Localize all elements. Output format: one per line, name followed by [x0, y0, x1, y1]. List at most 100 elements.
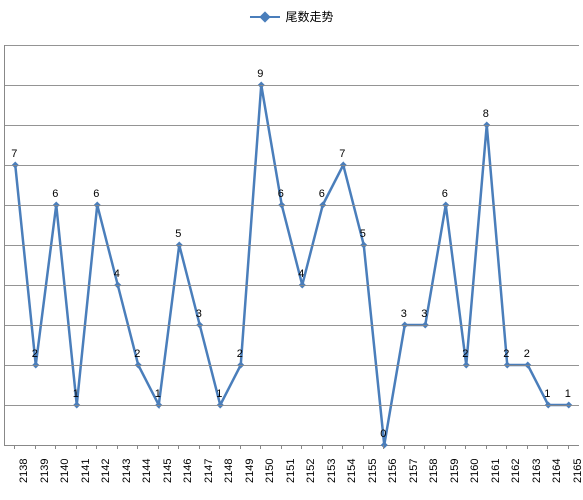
x-tick-label: 2154: [346, 459, 358, 483]
data-label: 1: [155, 388, 161, 400]
x-tick-mark: [445, 445, 446, 449]
x-tick-mark: [506, 445, 507, 449]
x-tick-mark: [240, 445, 241, 449]
x-tick-label: 2146: [182, 459, 194, 483]
data-label: 2: [503, 348, 509, 360]
x-tick-label: 2157: [408, 459, 420, 483]
x-tick-mark: [219, 445, 220, 449]
x-tick-mark: [137, 445, 138, 449]
x-tick-mark: [322, 445, 323, 449]
x-tick-mark: [117, 445, 118, 449]
x-tick-label: 2138: [18, 459, 30, 483]
data-label: 6: [52, 188, 58, 200]
gridline: [5, 165, 579, 166]
x-tick-label: 2153: [326, 459, 338, 483]
x-tick-mark: [178, 445, 179, 449]
data-label: 1: [565, 388, 571, 400]
x-tick-mark: [55, 445, 56, 449]
data-label: 1: [73, 388, 79, 400]
x-tick-mark: [158, 445, 159, 449]
x-tick-label: 2145: [162, 459, 174, 483]
data-label: 4: [114, 268, 120, 280]
gridline: [5, 365, 579, 366]
x-tick-label: 2140: [59, 459, 71, 483]
x-tick-label: 2162: [510, 459, 522, 483]
gridline: [5, 205, 579, 206]
x-tick-label: 2150: [264, 459, 276, 483]
data-label: 2: [32, 348, 38, 360]
x-tick-label: 2149: [244, 459, 256, 483]
data-label: 6: [278, 188, 284, 200]
x-tick-mark: [424, 445, 425, 449]
data-label: 9: [257, 68, 263, 80]
data-label: 0: [380, 428, 386, 440]
gridline: [5, 325, 579, 326]
data-label: 7: [11, 148, 17, 160]
x-tick-mark: [76, 445, 77, 449]
x-tick-label: 2156: [387, 459, 399, 483]
x-tick-label: 2152: [305, 459, 317, 483]
x-tick-mark: [568, 445, 569, 449]
data-label: 8: [483, 108, 489, 120]
x-tick-label: 2147: [203, 459, 215, 483]
x-tick-label: 2141: [80, 459, 92, 483]
data-label: 5: [360, 228, 366, 240]
data-label: 6: [319, 188, 325, 200]
data-label: 3: [196, 308, 202, 320]
legend-label: 尾数走势: [285, 8, 333, 25]
gridline: [5, 285, 579, 286]
legend-diamond-marker: [259, 11, 270, 22]
x-tick-label: 2165: [572, 459, 583, 483]
x-tick-label: 2148: [223, 459, 235, 483]
series-line: [15, 85, 569, 445]
x-tick-label: 2139: [39, 459, 51, 483]
data-label: 1: [544, 388, 550, 400]
x-tick-label: 2160: [469, 459, 481, 483]
x-tick-mark: [404, 445, 405, 449]
chart-container: 尾数走势 21382139214021412142214321442145214…: [0, 0, 583, 500]
data-label: 3: [401, 308, 407, 320]
gridline: [5, 85, 579, 86]
x-tick-mark: [260, 445, 261, 449]
plot-area: [4, 45, 579, 446]
x-tick-mark: [281, 445, 282, 449]
gridline: [5, 125, 579, 126]
data-label: 7: [339, 148, 345, 160]
x-tick-label: 2163: [531, 459, 543, 483]
x-tick-label: 2159: [449, 459, 461, 483]
data-label: 5: [175, 228, 181, 240]
x-tick-mark: [35, 445, 36, 449]
x-tick-mark: [547, 445, 548, 449]
x-tick-label: 2158: [428, 459, 440, 483]
x-tick-mark: [96, 445, 97, 449]
legend-line: [249, 16, 279, 18]
x-tick-mark: [14, 445, 15, 449]
x-tick-mark: [527, 445, 528, 449]
data-label: 6: [442, 188, 448, 200]
data-label: 6: [93, 188, 99, 200]
x-tick-mark: [301, 445, 302, 449]
data-marker: [381, 442, 388, 449]
x-tick-label: 2143: [121, 459, 133, 483]
data-label: 2: [462, 348, 468, 360]
x-tick-label: 2161: [490, 459, 502, 483]
x-tick-label: 2142: [100, 459, 112, 483]
gridline: [5, 45, 579, 46]
x-tick-mark: [342, 445, 343, 449]
data-label: 2: [134, 348, 140, 360]
x-tick-label: 2164: [551, 459, 563, 483]
data-label: 2: [524, 348, 530, 360]
x-tick-mark: [383, 445, 384, 449]
x-tick-mark: [363, 445, 364, 449]
x-tick-mark: [486, 445, 487, 449]
data-label: 4: [298, 268, 304, 280]
x-tick-label: 2151: [285, 459, 297, 483]
x-tick-label: 2155: [367, 459, 379, 483]
legend: 尾数走势: [249, 8, 333, 25]
gridline: [5, 405, 579, 406]
gridline: [5, 245, 579, 246]
data-label: 2: [237, 348, 243, 360]
data-label: 1: [216, 388, 222, 400]
x-tick-mark: [199, 445, 200, 449]
x-tick-mark: [465, 445, 466, 449]
